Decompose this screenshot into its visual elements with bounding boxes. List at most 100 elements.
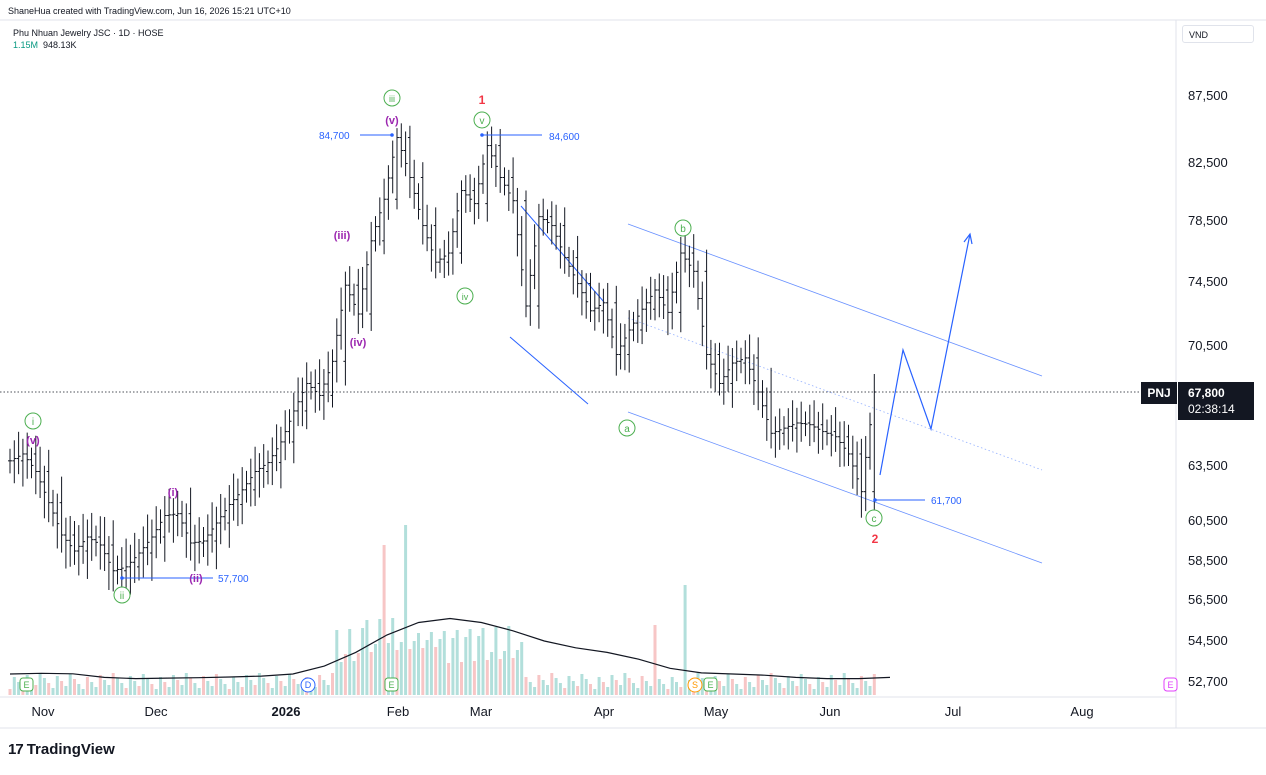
ohlc-bar — [640, 286, 645, 345]
event-dividend[interactable]: D — [300, 677, 316, 693]
ohlc-bar — [536, 203, 541, 329]
level-84700[interactable]: 84,700 — [319, 131, 394, 142]
ohlc-bar — [442, 239, 447, 279]
wave-label-ii-minor[interactable]: (ii) — [189, 573, 203, 585]
volume-bar — [154, 689, 158, 695]
ohlc-bar — [481, 154, 485, 194]
event-split[interactable]: S — [687, 677, 703, 693]
ohlc-bar — [829, 415, 834, 457]
volume-bar — [171, 675, 175, 695]
time-tick-label: Aug — [1070, 704, 1093, 719]
ohlc-bar — [33, 435, 38, 495]
ohlc-bar — [627, 310, 632, 373]
wave-label-i-minor[interactable]: (i) — [168, 487, 179, 499]
volume-bar — [447, 663, 451, 695]
ohlc-bar — [326, 351, 331, 403]
volume-bar — [675, 682, 678, 695]
wave-label-ii[interactable]: ii — [113, 586, 131, 604]
currency-selector[interactable]: VND — [1182, 25, 1254, 43]
wave-label-v[interactable]: v — [473, 111, 491, 129]
volume-bar — [636, 688, 640, 695]
wave-label-2[interactable]: 2 — [872, 532, 879, 546]
ohlc-bar — [300, 377, 305, 427]
volume-bar — [8, 689, 12, 695]
ohlc-bar — [549, 201, 554, 245]
wave-label-v-minor-1[interactable]: (v) — [26, 435, 40, 447]
volume-bar — [232, 677, 236, 695]
ohlc-bar — [158, 509, 163, 544]
ohlc-bar — [261, 444, 266, 488]
ohlc-bar — [764, 387, 769, 441]
volume-bar — [657, 679, 661, 695]
ohlc-bar — [700, 281, 705, 347]
wave-label-c[interactable]: c — [865, 509, 883, 527]
volume-bar — [369, 652, 373, 695]
ohlc-bar — [661, 275, 666, 320]
ohlc-bar — [463, 175, 468, 213]
svg-text:a: a — [624, 424, 630, 435]
wave-label-b[interactable]: b — [674, 219, 692, 237]
event-earnings-3[interactable]: E — [703, 677, 718, 692]
svg-text:D: D — [305, 680, 312, 690]
volume-bar — [455, 630, 459, 695]
tradingview-logo[interactable]: 17 TradingView — [8, 741, 115, 758]
ohlc-bar — [528, 259, 533, 326]
channel-mid-line[interactable] — [627, 317, 1043, 471]
wave-label-a[interactable]: a — [618, 419, 636, 437]
ohlc-bar — [425, 204, 430, 252]
volume-bar — [597, 677, 601, 695]
correction-lower-line[interactable] — [509, 336, 589, 405]
wave-label-iii[interactable]: iii — [383, 89, 401, 107]
volume-bar — [343, 654, 347, 695]
level-57700[interactable]: 57,700 — [120, 574, 249, 585]
wave-label-iii-minor[interactable]: (iii) — [334, 230, 351, 242]
correction-upper-line[interactable] — [520, 205, 605, 303]
ohlc-bar — [51, 489, 55, 527]
wave-label-i[interactable]: i — [24, 412, 42, 430]
volume-bar — [756, 675, 760, 695]
ohlc-bar — [446, 231, 451, 276]
wave-label-1[interactable]: 1 — [479, 93, 486, 107]
event-earnings-2[interactable]: E — [384, 677, 399, 692]
level-84600[interactable]: 84,600 — [480, 132, 580, 143]
volume-bar — [718, 681, 721, 695]
volume-bar — [438, 639, 442, 695]
volume-bar — [610, 675, 614, 695]
ohlc-bar — [696, 260, 700, 310]
event-earnings-future[interactable]: E — [1163, 677, 1178, 692]
ohlc-bar — [85, 519, 90, 579]
ohlc-bar — [390, 140, 395, 194]
volume-bar — [481, 628, 485, 695]
volume-bar — [399, 642, 403, 695]
ohlc-bar — [59, 476, 64, 553]
volume-bar — [464, 637, 468, 695]
wave-label-iv[interactable]: iv — [456, 287, 474, 305]
volume-bar — [511, 658, 515, 695]
channel-lower-line[interactable] — [627, 411, 1043, 564]
ohlc-bar — [846, 424, 851, 466]
event-earnings-1[interactable]: E — [19, 677, 34, 692]
ohlc-bar — [235, 478, 240, 527]
projection-path[interactable] — [879, 233, 971, 476]
volume-bar — [804, 679, 807, 695]
wave-label-iv-minor[interactable]: (iv) — [350, 337, 367, 349]
ohlc-bar — [274, 424, 279, 472]
volume-bar — [571, 681, 575, 695]
volume-bar — [141, 674, 145, 695]
wave-label-v-minor-2[interactable]: (v) — [385, 115, 399, 127]
volume-bar — [769, 673, 773, 695]
ohlc-bar — [545, 209, 550, 234]
volume-bar — [748, 682, 752, 695]
channel-upper-line[interactable] — [627, 223, 1043, 377]
ohlc-bar — [807, 404, 812, 447]
volume-bar — [589, 684, 592, 695]
volume-bar — [812, 689, 816, 695]
ohlc-bar — [278, 426, 283, 489]
level-61700[interactable]: 61,700 — [873, 496, 962, 507]
ohlc-bar — [438, 248, 442, 273]
volume-bar — [614, 680, 618, 695]
volume-bar — [116, 678, 119, 695]
volume-bar — [778, 683, 782, 695]
volume-bar — [859, 676, 863, 695]
